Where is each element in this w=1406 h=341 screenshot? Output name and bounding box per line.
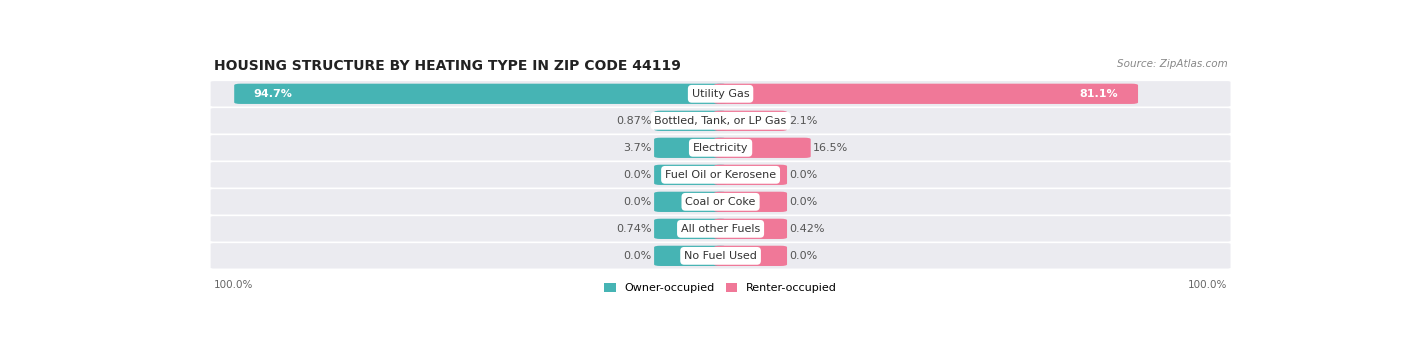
Legend: Owner-occupied, Renter-occupied: Owner-occupied, Renter-occupied	[600, 279, 841, 298]
FancyBboxPatch shape	[654, 192, 727, 212]
FancyBboxPatch shape	[654, 219, 727, 239]
Text: 0.0%: 0.0%	[789, 251, 817, 261]
Text: Fuel Oil or Kerosene: Fuel Oil or Kerosene	[665, 170, 776, 180]
Text: No Fuel Used: No Fuel Used	[685, 251, 756, 261]
Text: 16.5%: 16.5%	[813, 143, 848, 153]
Text: 0.0%: 0.0%	[624, 197, 652, 207]
FancyBboxPatch shape	[211, 108, 1230, 133]
Text: 2.1%: 2.1%	[789, 116, 818, 126]
Text: HOUSING STRUCTURE BY HEATING TYPE IN ZIP CODE 44119: HOUSING STRUCTURE BY HEATING TYPE IN ZIP…	[214, 59, 681, 73]
FancyBboxPatch shape	[211, 162, 1230, 188]
FancyBboxPatch shape	[654, 138, 727, 158]
FancyBboxPatch shape	[211, 216, 1230, 241]
FancyBboxPatch shape	[211, 81, 1230, 106]
FancyBboxPatch shape	[714, 219, 787, 239]
Text: 0.42%: 0.42%	[789, 224, 825, 234]
Text: 100.0%: 100.0%	[214, 280, 253, 290]
FancyBboxPatch shape	[654, 246, 727, 266]
FancyBboxPatch shape	[654, 111, 727, 131]
Text: 0.0%: 0.0%	[789, 197, 817, 207]
FancyBboxPatch shape	[714, 165, 787, 185]
FancyBboxPatch shape	[714, 246, 787, 266]
Text: All other Fuels: All other Fuels	[681, 224, 761, 234]
Text: 0.0%: 0.0%	[789, 170, 817, 180]
Text: Bottled, Tank, or LP Gas: Bottled, Tank, or LP Gas	[654, 116, 787, 126]
Text: 94.7%: 94.7%	[254, 89, 292, 99]
FancyBboxPatch shape	[714, 111, 787, 131]
Text: 3.7%: 3.7%	[623, 143, 652, 153]
Text: 0.0%: 0.0%	[624, 170, 652, 180]
FancyBboxPatch shape	[714, 192, 787, 212]
FancyBboxPatch shape	[235, 84, 727, 104]
Text: Source: ZipAtlas.com: Source: ZipAtlas.com	[1116, 59, 1227, 69]
Text: 0.0%: 0.0%	[624, 251, 652, 261]
Text: Coal or Coke: Coal or Coke	[685, 197, 756, 207]
FancyBboxPatch shape	[714, 138, 811, 158]
FancyBboxPatch shape	[211, 243, 1230, 268]
FancyBboxPatch shape	[211, 135, 1230, 161]
Text: 0.74%: 0.74%	[616, 224, 652, 234]
Text: 100.0%: 100.0%	[1188, 280, 1227, 290]
Text: 0.87%: 0.87%	[616, 116, 652, 126]
FancyBboxPatch shape	[654, 165, 727, 185]
FancyBboxPatch shape	[714, 84, 1137, 104]
Text: Electricity: Electricity	[693, 143, 748, 153]
FancyBboxPatch shape	[211, 189, 1230, 214]
Text: Utility Gas: Utility Gas	[692, 89, 749, 99]
Text: 81.1%: 81.1%	[1080, 89, 1118, 99]
